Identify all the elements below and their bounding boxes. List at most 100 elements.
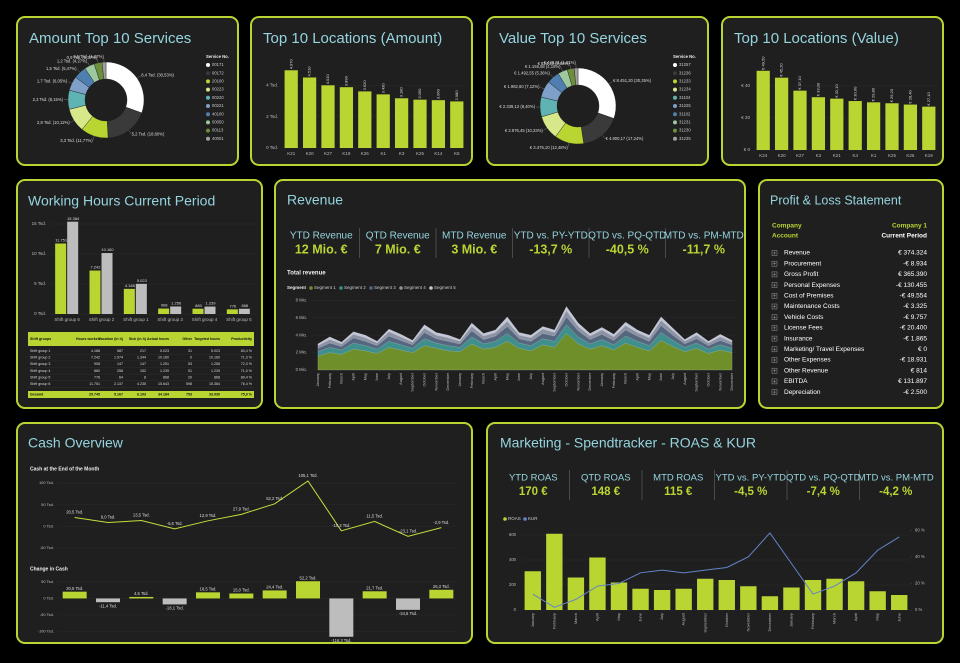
x-tick-label: K21: [833, 153, 842, 158]
table-header: Company 1: [892, 223, 927, 230]
value-label: 13,5 Tsd.: [133, 513, 150, 518]
y-tick-label: 8 Mio.: [296, 297, 307, 302]
x-tick-label: K1: [380, 151, 386, 156]
legend-label: 31257: [679, 62, 691, 67]
expand-icon-plus: [772, 326, 777, 330]
y-tick-label: 50 Tsd.: [41, 579, 54, 584]
legend-swatch: [206, 120, 210, 125]
account-name: Depreciation: [784, 389, 821, 396]
value-label: € 37,10: [797, 76, 802, 90]
bar: [718, 580, 735, 610]
x-tick-label: January: [316, 373, 320, 387]
leader-line: [77, 69, 81, 73]
bar: [903, 104, 918, 150]
slice-label: 3,3 Tsd. (11,77%): [60, 138, 93, 143]
y-tick-label: 0 Tsd.: [43, 523, 54, 528]
table-cell: 15.643: [158, 382, 169, 386]
bar: [89, 270, 101, 314]
x-tick-label: September: [695, 372, 699, 391]
x-tick-label: September: [411, 372, 415, 391]
expand-icon: [771, 378, 778, 385]
account-value: € 131.897: [898, 378, 927, 385]
expand-icon-plus: [772, 369, 777, 373]
x-tick-label: November: [745, 612, 750, 631]
leader-line: [608, 81, 613, 85]
account-name: Vehicle Costs: [784, 314, 824, 321]
value-label: 3.090: [417, 88, 422, 99]
value-label: € 45,20: [779, 63, 784, 77]
legend-label: 31104: [679, 95, 691, 100]
table-total: 75,9 %: [241, 392, 253, 396]
x-tick-label: January: [530, 613, 535, 627]
x-tick-label: October: [564, 372, 568, 386]
leader-line: [97, 58, 99, 63]
value-label: 105,1 Tsd.: [298, 473, 317, 478]
expand-icon: [771, 389, 778, 395]
table-cell: 10.160: [158, 356, 169, 360]
legend-swatch: [673, 136, 677, 141]
panel-title: Marketing - Spendtracker - ROAS & KUR: [500, 435, 756, 451]
bar: [922, 106, 936, 150]
table-header: Current Period: [881, 233, 927, 240]
table-cell: 20: [188, 375, 192, 379]
value-label: 12,9 Tsd.: [200, 513, 217, 518]
expand-icon: [771, 346, 778, 353]
value-label: 24,4 Tsd.: [266, 585, 283, 590]
x-tick-label: February: [551, 613, 556, 629]
x-tick-label: September: [702, 612, 707, 632]
x-tick-label: December: [446, 372, 450, 390]
account-name: License Fees: [784, 325, 823, 332]
table-cell: 152: [140, 369, 146, 373]
x-tick-label: January: [600, 373, 604, 387]
x-tick-label: May: [647, 373, 651, 380]
table-cell: 89,4 %: [241, 375, 253, 379]
table-total: 753: [186, 392, 192, 396]
line: [74, 480, 442, 537]
panel-title: Top 10 Locations (Value): [734, 30, 899, 47]
y-tick-label: 4 Mio.: [296, 332, 307, 337]
slice-label: 2,8 Tsd. (10,12%): [37, 120, 70, 125]
legend-label: 00171: [212, 62, 224, 67]
x-tick-label: K14: [434, 151, 443, 156]
x-tick-label: Shift group 6: [54, 317, 80, 322]
bar: [158, 308, 170, 314]
table-cell: 776: [94, 375, 100, 379]
bar: [589, 557, 606, 610]
bar: [761, 596, 779, 610]
bar: [62, 591, 87, 599]
bar: [396, 598, 420, 610]
legend-label: 31235: [679, 136, 691, 141]
bar: [238, 308, 250, 314]
legend-label: 31225: [679, 103, 691, 108]
x-tick-label: July: [529, 373, 533, 380]
y2-tick-label: 60 %: [915, 527, 925, 532]
x-tick-label: April: [351, 373, 355, 381]
table-cell: 868: [163, 375, 169, 379]
value-label: 10.160: [101, 247, 114, 252]
account-name: Procurement: [784, 260, 821, 267]
account-name: Gross Profit: [784, 271, 819, 278]
leader-line: [540, 87, 545, 90]
value-label: 9,0 Tsd.: [101, 515, 116, 520]
x-tick-label: K4: [852, 153, 858, 158]
x-tick-label: October: [422, 372, 426, 386]
expand-icon: [771, 357, 778, 363]
y-tick-label: 100 Tsd.: [39, 480, 54, 485]
x-tick-label: February: [810, 613, 815, 629]
table-header: Shift groups: [30, 337, 51, 341]
bar: [848, 101, 862, 150]
table-cell: 7.242: [91, 356, 100, 360]
table-cell: 8: [144, 375, 146, 379]
table-cell: 1.251: [160, 362, 169, 366]
bar: [524, 571, 541, 610]
y-tick-label: € 0: [744, 147, 751, 152]
legend-swatch: [673, 63, 677, 67]
kpi-value: -40,5 %: [606, 242, 649, 256]
bar: [192, 308, 204, 314]
bar: [567, 577, 585, 610]
value-label: 3.180: [399, 86, 404, 97]
value-label: 52,2 Tsd.: [300, 575, 317, 580]
y-tick-label: 0 Tsd.: [34, 311, 46, 316]
account-name: Revenue: [784, 250, 810, 257]
x-tick-label: July: [387, 373, 391, 380]
